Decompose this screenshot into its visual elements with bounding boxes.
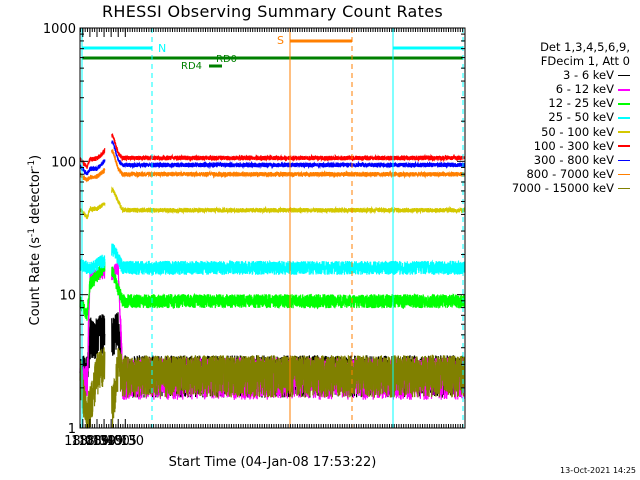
flag-s-label: S (277, 34, 284, 47)
legend-swatch (618, 145, 630, 147)
y-tick-label-2: 100 (51, 155, 76, 170)
legend-entries: 3 - 6 keV 6 - 12 keV 12 - 25 keV 25 - 50 ke… (470, 68, 630, 195)
x-tick-label-3: 18:45 (85, 434, 122, 449)
legend-entry-5: 100 - 300 keV (470, 139, 630, 153)
series-line-7-part-0 (79, 167, 106, 183)
legend-header-2: FDecim 1, Att 0 (540, 54, 630, 69)
legend-entry-label: 6 - 12 keV (555, 82, 614, 97)
series-line-2-part-1 (111, 266, 466, 310)
y-tick-label-3: 1000 (43, 22, 76, 37)
flag-rd4-label: RD4 (181, 61, 202, 72)
series-line-4-part-0 (79, 202, 106, 220)
legend-entry-label: 800 - 7000 keV (526, 166, 614, 181)
y-tick-label-0: 1 (68, 422, 76, 437)
plot-frame (79, 27, 466, 429)
series-line-5-part-1 (111, 133, 466, 163)
x-tick-label-5: 19:15 (99, 434, 136, 449)
legend-entry-4: 50 - 100 keV (470, 125, 630, 139)
y-axis-label-sup1: -1 (26, 227, 37, 237)
series-line-7-part-1 (111, 149, 466, 179)
legend-entry-label: 3 - 6 keV (563, 68, 614, 83)
chart-title: RHESSI Observing Summary Count Rates (101, 2, 443, 21)
x-tick-label-6: 19:30 (107, 434, 144, 449)
legend-swatch (618, 74, 630, 77)
legend-entry-8: 7000 - 15000 keV (470, 181, 630, 195)
legend-entry-6: 300 - 800 keV (470, 153, 630, 167)
legend-entry-label: 100 - 300 keV (533, 138, 614, 153)
x-axis-label: Start Time (04-Jan-08 17:53:22) (168, 455, 377, 470)
legend-entry-label: 12 - 25 keV (548, 96, 614, 111)
x-tick-label-1: 18:15 (71, 434, 108, 449)
legend-entry-label: 300 - 800 keV (533, 152, 614, 167)
y-axis-label: Count Rate (s-1 detector-1) (27, 150, 43, 330)
legend-entry-label: 50 - 100 keV (541, 124, 614, 139)
y-tick-label-1: 10 (59, 289, 76, 304)
legend-entry-label: 25 - 50 keV (548, 110, 614, 125)
legend-entry-7: 800 - 7000 keV (470, 167, 630, 181)
legend-swatch (618, 117, 630, 119)
legend-entry-2: 12 - 25 keV (470, 96, 630, 110)
flag-n-label: N (158, 42, 166, 55)
series-line-8-part-1 (111, 348, 466, 428)
series-line-6-part-1 (111, 140, 466, 170)
flag-rd0-label: RD0 (216, 54, 237, 65)
series-line-3-part-1 (111, 243, 466, 277)
y-axis-label-main: Count Rate (s (28, 236, 44, 326)
legend-swatch (618, 187, 630, 190)
x-tick-label-2: 18:30 (78, 434, 115, 449)
legend-swatch (618, 89, 630, 91)
legend-swatch (618, 173, 630, 176)
legend: Det 1,3,4,5,6,9, FDecim 1, Att 0 3 - 6 k… (470, 40, 630, 195)
legend-swatch (618, 131, 630, 133)
y-axis-label-sup2: -1 (26, 159, 37, 169)
legend-entry-label: 7000 - 15000 keV (511, 180, 614, 195)
series-line-6-part-0 (79, 159, 106, 176)
legend-entry-1: 6 - 12 keV (470, 82, 630, 96)
series-line-4-part-1 (111, 186, 466, 215)
series-line-8-part-0 (79, 347, 106, 429)
legend-entry-3: 25 - 50 keV (470, 110, 630, 124)
y-axis-label-end: ) (28, 154, 44, 160)
series-line-5-part-0 (79, 147, 106, 169)
legend-header-1: Det 1,3,4,5,6,9, (540, 40, 630, 54)
series-line-3-part-0 (79, 254, 106, 275)
legend-swatch (618, 103, 630, 105)
plot-timestamp: 13-Oct-2021 14:25 (560, 466, 636, 475)
legend-swatch (618, 159, 630, 161)
x-tick-label-4: 19:00 (92, 434, 129, 449)
y-axis-label-mid: detector (28, 168, 44, 228)
x-tick-label-0: 18:00 (64, 434, 101, 449)
legend-entry-0: 3 - 6 keV (470, 68, 630, 82)
